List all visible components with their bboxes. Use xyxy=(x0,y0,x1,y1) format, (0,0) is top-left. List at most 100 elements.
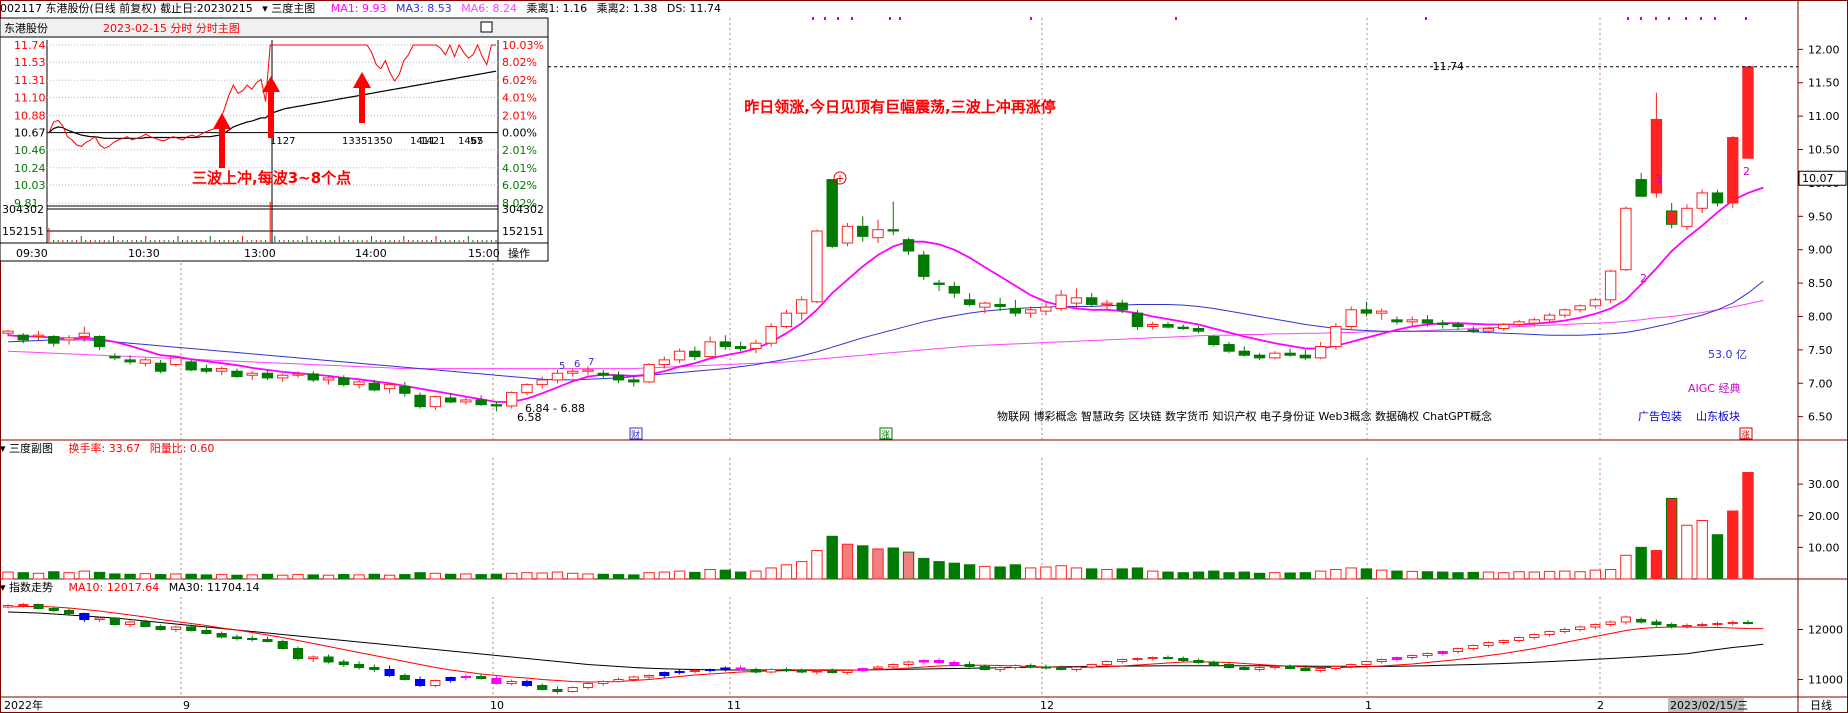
volume-bar xyxy=(368,573,381,580)
volume-bar xyxy=(1345,567,1357,580)
candle-body xyxy=(1345,309,1357,327)
candle-body xyxy=(1650,118,1663,194)
candle-body xyxy=(1284,352,1296,356)
inset-vol-right: 152151 xyxy=(502,225,544,238)
volume-bar xyxy=(841,543,854,580)
index-candle-body xyxy=(231,636,243,639)
x-axis-label: 1 xyxy=(1365,699,1372,712)
volume-bar xyxy=(154,574,167,580)
candle-body xyxy=(933,282,945,285)
index-candle-body xyxy=(811,670,823,673)
region-link[interactable]: 山东板块 xyxy=(1696,409,1740,423)
index-candle-body xyxy=(720,667,731,670)
index-candle-body xyxy=(506,681,517,684)
main-chart-tab: 三度主图 xyxy=(271,2,316,15)
inset-right-pct: 0.00% xyxy=(502,127,537,140)
index-candle-body xyxy=(613,679,624,682)
x-axis-label: 9 xyxy=(183,699,190,712)
event-icon-icon_zhang2: 涨 xyxy=(1741,430,1750,441)
index-candle-body xyxy=(1117,659,1128,662)
index-chart-dropdown[interactable]: ▾ 指数走势 xyxy=(0,581,54,594)
index-candle-body xyxy=(308,656,319,659)
volume-bar xyxy=(933,561,945,580)
volume-bar xyxy=(1055,565,1067,580)
candle-body xyxy=(215,368,228,372)
inset-right-pct: 8.02% xyxy=(502,197,537,210)
candle-body xyxy=(1177,326,1189,329)
candle-body xyxy=(1375,310,1388,314)
index-candle-body xyxy=(1086,664,1097,668)
candle-body xyxy=(1498,323,1510,329)
range-label: 6.84 - 6.88 xyxy=(525,402,585,415)
index-candle-body xyxy=(582,683,594,688)
volume-bar xyxy=(1177,572,1189,580)
index-candle-body xyxy=(1666,624,1677,627)
candle-body xyxy=(1101,302,1113,305)
volume-bar xyxy=(719,569,732,580)
x-axis-label: 2 xyxy=(1597,699,1604,712)
index-ma30-value: MA30: 11704.14 xyxy=(168,581,260,594)
index-candle-body xyxy=(521,681,533,686)
candle-body xyxy=(1727,137,1739,204)
candle-body xyxy=(887,229,899,232)
volume-bar xyxy=(704,569,716,580)
index-candle-body xyxy=(1636,619,1647,623)
candle-body xyxy=(551,372,564,381)
candle-body xyxy=(811,230,823,303)
candle-body xyxy=(399,386,411,394)
candle-body xyxy=(521,384,533,394)
turnover-value: 换手率: 33.67 xyxy=(68,442,141,455)
index-candle-body xyxy=(79,613,90,620)
signal-dot-7 xyxy=(1175,17,1177,20)
candle-body xyxy=(1452,323,1464,327)
ext2-value: 乘离2: 1.38 xyxy=(596,2,658,15)
index-candle-body xyxy=(1529,634,1540,638)
index-candle-body xyxy=(1697,624,1708,626)
index-candle-body xyxy=(170,626,181,630)
index-layer xyxy=(2,603,1764,694)
volume-bar xyxy=(383,574,396,580)
inset-vol-left: 304302 xyxy=(2,203,44,216)
volume-bar xyxy=(1009,564,1022,580)
candle-body xyxy=(582,369,594,372)
volume-bar xyxy=(582,573,594,580)
index-candle-body xyxy=(903,661,914,665)
volume-bar xyxy=(1437,571,1449,580)
volume-bar xyxy=(1330,569,1342,580)
sub-chart-dropdown[interactable]: ▾ 三度副图 xyxy=(0,442,54,455)
vol-y-label: 20.00 xyxy=(1808,510,1840,523)
candle-body xyxy=(414,394,426,408)
ma3-line xyxy=(7,280,1764,381)
candle-body xyxy=(1223,344,1235,352)
inset-time-label: 14:00 xyxy=(355,247,387,260)
index-candle-body xyxy=(323,656,334,663)
inset-op-button[interactable]: 操作 xyxy=(508,246,530,260)
candle-body xyxy=(1314,346,1327,359)
ds-value: DS: 11.74 xyxy=(666,2,722,15)
index-candle-body xyxy=(1575,626,1586,630)
signal-dot-2 xyxy=(837,17,839,20)
inset-right-pct: 6.02% xyxy=(502,179,537,192)
axes-layer: 12.00 11.50 11.00 10.50 10.00 9.50 9.00 8.50 8.0… xyxy=(4,17,1847,712)
volume-bar xyxy=(750,570,762,580)
index-candle-body xyxy=(445,677,456,681)
volume-bar xyxy=(338,574,350,580)
candle-body xyxy=(1253,354,1266,359)
main-y-label: 10.50 xyxy=(1808,144,1840,157)
main-chart-dropdown[interactable]: ▾ 三度主图 xyxy=(262,2,316,15)
volume-bar xyxy=(597,573,609,580)
candle-body xyxy=(1482,327,1495,332)
candle-body xyxy=(1147,323,1159,327)
candle-body xyxy=(1116,302,1128,311)
candle-body xyxy=(124,359,136,363)
volume-bar xyxy=(1528,571,1541,580)
volume-bar xyxy=(795,561,808,580)
candle-body xyxy=(1085,297,1098,305)
index-candle-body xyxy=(476,676,487,679)
volume-bar xyxy=(1269,572,1281,580)
candle-body xyxy=(1238,350,1251,356)
ad-pack-link[interactable]: 广告包装 xyxy=(1638,410,1682,423)
main-y-label: 11.00 xyxy=(1808,110,1840,123)
candle-body xyxy=(765,325,777,344)
volume-bar xyxy=(1223,572,1235,580)
